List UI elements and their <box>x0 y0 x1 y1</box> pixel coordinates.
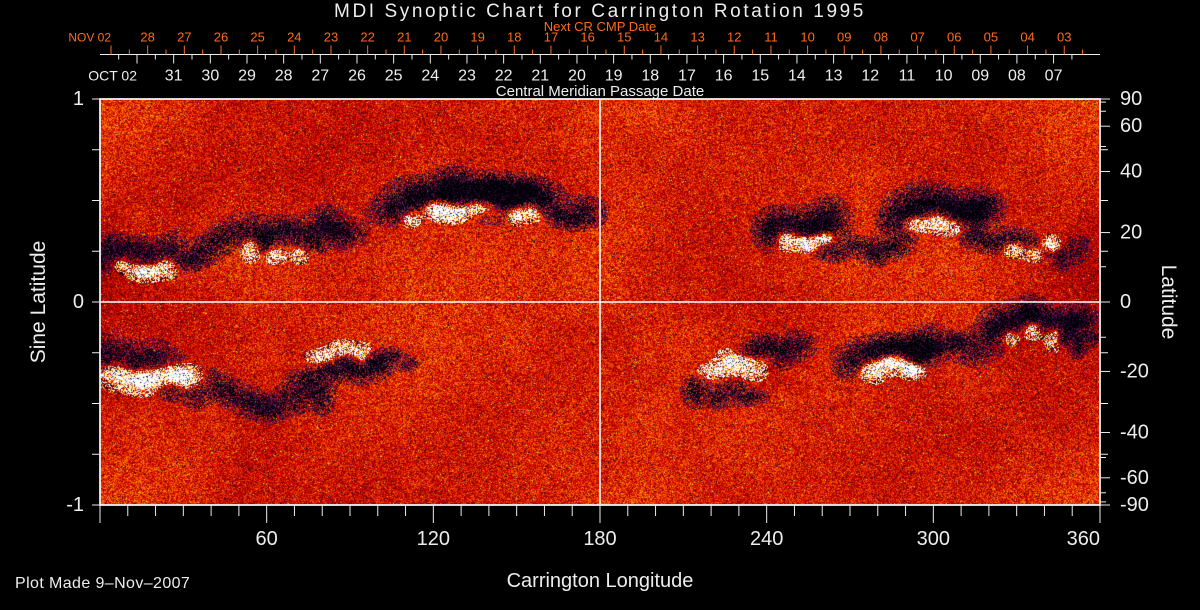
svg-text:-20: -20 <box>1120 360 1149 382</box>
svg-text:23: 23 <box>458 68 476 85</box>
svg-text:15: 15 <box>617 30 631 45</box>
svg-text:10: 10 <box>800 30 814 45</box>
svg-text:28: 28 <box>140 30 154 45</box>
svg-text:24: 24 <box>287 30 301 45</box>
svg-text:14: 14 <box>654 30 668 45</box>
svg-text:23: 23 <box>324 30 338 45</box>
svg-text:20: 20 <box>1120 222 1142 244</box>
svg-text:-1: -1 <box>66 494 84 516</box>
svg-text:07: 07 <box>910 30 924 45</box>
svg-text:13: 13 <box>825 68 843 85</box>
svg-text:-40: -40 <box>1120 421 1149 443</box>
svg-text:24: 24 <box>421 68 439 85</box>
svg-text:18: 18 <box>507 30 521 45</box>
svg-text:19: 19 <box>605 68 623 85</box>
svg-text:Sine Latitude: Sine Latitude <box>27 241 50 364</box>
svg-text:20: 20 <box>434 30 448 45</box>
svg-text:240: 240 <box>750 528 783 550</box>
svg-text:16: 16 <box>715 68 733 85</box>
svg-text:05: 05 <box>984 30 998 45</box>
svg-text:0: 0 <box>1120 291 1131 313</box>
svg-text:27: 27 <box>311 68 329 85</box>
svg-text:60: 60 <box>1120 115 1142 137</box>
svg-text:08: 08 <box>874 30 888 45</box>
svg-text:60: 60 <box>256 528 278 550</box>
svg-text:28: 28 <box>275 68 293 85</box>
svg-text:-90: -90 <box>1120 494 1149 516</box>
svg-text:30: 30 <box>201 68 219 85</box>
svg-text:11: 11 <box>764 30 778 45</box>
svg-text:18: 18 <box>641 68 659 85</box>
svg-text:0: 0 <box>73 291 84 313</box>
svg-text:07: 07 <box>1045 68 1063 85</box>
svg-text:13: 13 <box>690 30 704 45</box>
svg-text:22: 22 <box>360 30 374 45</box>
svg-text:27: 27 <box>177 30 191 45</box>
svg-text:22: 22 <box>495 68 513 85</box>
svg-text:180: 180 <box>583 528 616 550</box>
svg-text:11: 11 <box>899 68 916 85</box>
svg-text:25: 25 <box>250 30 264 45</box>
svg-text:25: 25 <box>385 68 403 85</box>
svg-text:09: 09 <box>837 30 851 45</box>
svg-text:16: 16 <box>580 30 594 45</box>
svg-text:04: 04 <box>1020 30 1034 45</box>
svg-text:15: 15 <box>751 68 769 85</box>
svg-text:26: 26 <box>214 30 228 45</box>
svg-text:MDI Synoptic Chart for Carring: MDI Synoptic Chart for Carrington Rotati… <box>334 1 866 22</box>
svg-text:19: 19 <box>470 30 484 45</box>
svg-text:Latitude: Latitude <box>1157 265 1180 340</box>
svg-text:12: 12 <box>727 30 741 45</box>
svg-text:90: 90 <box>1120 88 1142 110</box>
svg-text:Next CR CMP Date: Next CR CMP Date <box>544 19 656 34</box>
svg-text:12: 12 <box>861 68 879 85</box>
svg-text:17: 17 <box>544 30 558 45</box>
svg-text:10: 10 <box>935 68 953 85</box>
svg-text:21: 21 <box>531 68 549 85</box>
svg-text:Plot Made 9‒Nov‒2007: Plot Made 9‒Nov‒2007 <box>15 575 190 592</box>
svg-text:08: 08 <box>1008 68 1026 85</box>
svg-text:14: 14 <box>788 68 806 85</box>
svg-text:-60: -60 <box>1120 467 1149 489</box>
svg-text:360: 360 <box>1067 528 1100 550</box>
svg-text:Central Meridian Passage Date: Central Meridian Passage Date <box>496 83 704 100</box>
svg-text:NOV 02: NOV 02 <box>68 31 111 45</box>
svg-text:1: 1 <box>73 88 84 110</box>
svg-text:300: 300 <box>917 528 950 550</box>
svg-text:40: 40 <box>1120 161 1142 183</box>
svg-text:21: 21 <box>397 30 411 45</box>
svg-text:09: 09 <box>971 68 989 85</box>
svg-text:120: 120 <box>417 528 450 550</box>
svg-text:26: 26 <box>348 68 366 85</box>
svg-text:31: 31 <box>165 68 183 85</box>
svg-text:OCT 02: OCT 02 <box>88 68 137 84</box>
svg-text:Carrington Longitude: Carrington Longitude <box>507 570 694 592</box>
svg-text:29: 29 <box>238 68 256 85</box>
svg-text:20: 20 <box>568 68 586 85</box>
svg-text:03: 03 <box>1057 30 1071 45</box>
svg-text:06: 06 <box>947 30 961 45</box>
svg-text:17: 17 <box>678 68 696 85</box>
